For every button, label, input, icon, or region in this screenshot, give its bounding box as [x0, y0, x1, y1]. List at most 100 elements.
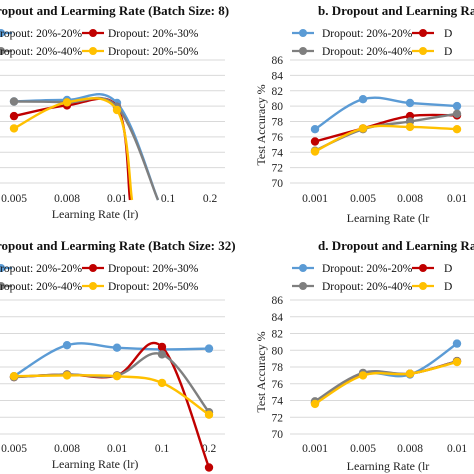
- data-point: [157, 342, 167, 352]
- y-tick-label: 76: [272, 379, 284, 391]
- data-point: [9, 124, 19, 133]
- legend-swatch-marker: [0, 29, 5, 37]
- y-tick-label: 70: [272, 429, 284, 441]
- data-point: [62, 98, 72, 107]
- legend-label: D: [444, 46, 452, 58]
- x-tick-label: 0.008: [397, 443, 423, 455]
- x-axis-label: Learning Rate (lr): [52, 457, 139, 471]
- legend-label: Dropout: 20%-40%: [322, 46, 413, 58]
- legend-label: Dropout: 20%-30%: [108, 263, 199, 275]
- data-point: [157, 350, 167, 359]
- x-tick-label: 0.1: [161, 193, 176, 205]
- legend-swatch-marker: [419, 264, 427, 272]
- x-tick-label: 0.01: [447, 443, 467, 455]
- legend-swatch-marker: [89, 282, 97, 290]
- data-point: [62, 341, 72, 350]
- y-tick-label: 86: [272, 55, 284, 67]
- y-tick-label: 82: [272, 329, 284, 341]
- data-point: [112, 372, 122, 381]
- x-tick-label: 0.008: [54, 443, 80, 455]
- legend-swatch-marker: [89, 47, 97, 55]
- y-tick-label: 72: [272, 412, 284, 424]
- series-line: [314, 360, 458, 405]
- y-tick-label: 80: [272, 345, 284, 357]
- data-point: [157, 378, 167, 388]
- data-point: [358, 371, 368, 380]
- legend-swatch-marker: [89, 29, 97, 37]
- data-point: [358, 124, 368, 133]
- legend-label: Dropout: 20%-40%: [322, 281, 413, 293]
- data-point: [9, 97, 19, 106]
- data-point: [452, 339, 462, 348]
- x-tick-label: 0.01: [447, 193, 467, 205]
- legend-label: Dropout: 20%-50%: [108, 281, 199, 293]
- legend-swatch-marker: [0, 264, 5, 272]
- x-tick-label: 0.1: [155, 443, 170, 455]
- x-tick-label: 0.005: [350, 193, 376, 205]
- chart-title: b. Dropout and Learning Ra: [318, 3, 474, 18]
- data-point: [405, 122, 415, 132]
- data-point: [310, 125, 320, 134]
- y-tick-label: 78: [272, 117, 284, 129]
- y-tick-label: 74: [272, 396, 284, 408]
- legend-swatch-marker: [419, 47, 427, 55]
- y-tick-label: 76: [272, 132, 284, 144]
- data-point: [112, 105, 122, 115]
- y-tick-label: 78: [272, 362, 284, 374]
- data-point: [310, 399, 320, 409]
- legend-label: ropout: 20%-20%: [0, 263, 83, 275]
- chart-panel: ropout and Learming Rate (Batch Size: 32…: [0, 238, 236, 472]
- legend-swatch-marker: [299, 47, 307, 55]
- data-point: [310, 137, 320, 146]
- x-axis-label: Learning Rate (lr: [347, 459, 430, 473]
- series-line: [314, 124, 458, 153]
- legend-swatch-marker: [419, 282, 427, 290]
- data-point: [204, 463, 214, 472]
- legend-swatch-marker: [0, 47, 5, 55]
- x-axis-label: Learning Rate (lr: [347, 211, 430, 225]
- x-tick-label: 0.005: [1, 443, 27, 455]
- series-line: [314, 113, 458, 143]
- legend-label: Dropout: 20%-50%: [108, 46, 199, 58]
- y-axis-label: Test Accuracy %: [254, 84, 268, 165]
- chart-panel: 70 72 74 76 78 80 82 84 86 Test Accuracy % b. Drop…: [254, 3, 474, 225]
- legend-label: ropout: 20%-40%: [0, 281, 83, 293]
- chart-title: d. Dropout and Learning Ra: [318, 238, 474, 253]
- data-point: [62, 371, 72, 380]
- series-line: [314, 112, 458, 152]
- data-point: [405, 98, 415, 108]
- legend-swatch-marker: [0, 282, 5, 290]
- y-tick-label: 86: [272, 295, 284, 307]
- data-point: [9, 372, 19, 381]
- legend-swatch-marker: [299, 282, 307, 290]
- y-tick-label: 84: [272, 312, 284, 324]
- legend-label: ropout: 20%-40%: [0, 46, 83, 58]
- chart-title: ropout and Learming Rate (Batch Size: 32…: [0, 238, 236, 253]
- data-point: [9, 111, 19, 121]
- x-tick-label: 0.005: [1, 193, 27, 205]
- series-line: [314, 96, 458, 131]
- legend-label: Dropout: 20%-20%: [322, 28, 413, 40]
- chart-panel: ropout and Learming Rate (Batch Size: 8)…: [0, 3, 229, 221]
- data-point: [204, 410, 214, 419]
- legend-label: D: [444, 28, 452, 40]
- series-line: [13, 97, 132, 201]
- data-point: [452, 109, 462, 119]
- series-line: [13, 97, 134, 201]
- y-tick-label: 72: [272, 163, 284, 175]
- data-point: [112, 343, 122, 352]
- data-point: [452, 357, 462, 367]
- x-tick-label: 0.008: [54, 193, 80, 205]
- x-axis-label: Learning Rate (lr): [52, 207, 139, 221]
- x-tick-label: 0.2: [202, 443, 217, 455]
- x-tick-label: 0.2: [203, 193, 218, 205]
- y-tick-label: 70: [272, 178, 284, 190]
- y-axis-label: Test Accuracy %: [254, 331, 268, 412]
- legend-swatch-marker: [299, 264, 307, 272]
- data-point: [358, 95, 368, 104]
- legend-label: Dropout: 20%-20%: [322, 263, 413, 275]
- legend-label: Dropout: 20%-30%: [108, 28, 199, 40]
- legend-label: D: [444, 281, 452, 293]
- legend-swatch-marker: [419, 29, 427, 37]
